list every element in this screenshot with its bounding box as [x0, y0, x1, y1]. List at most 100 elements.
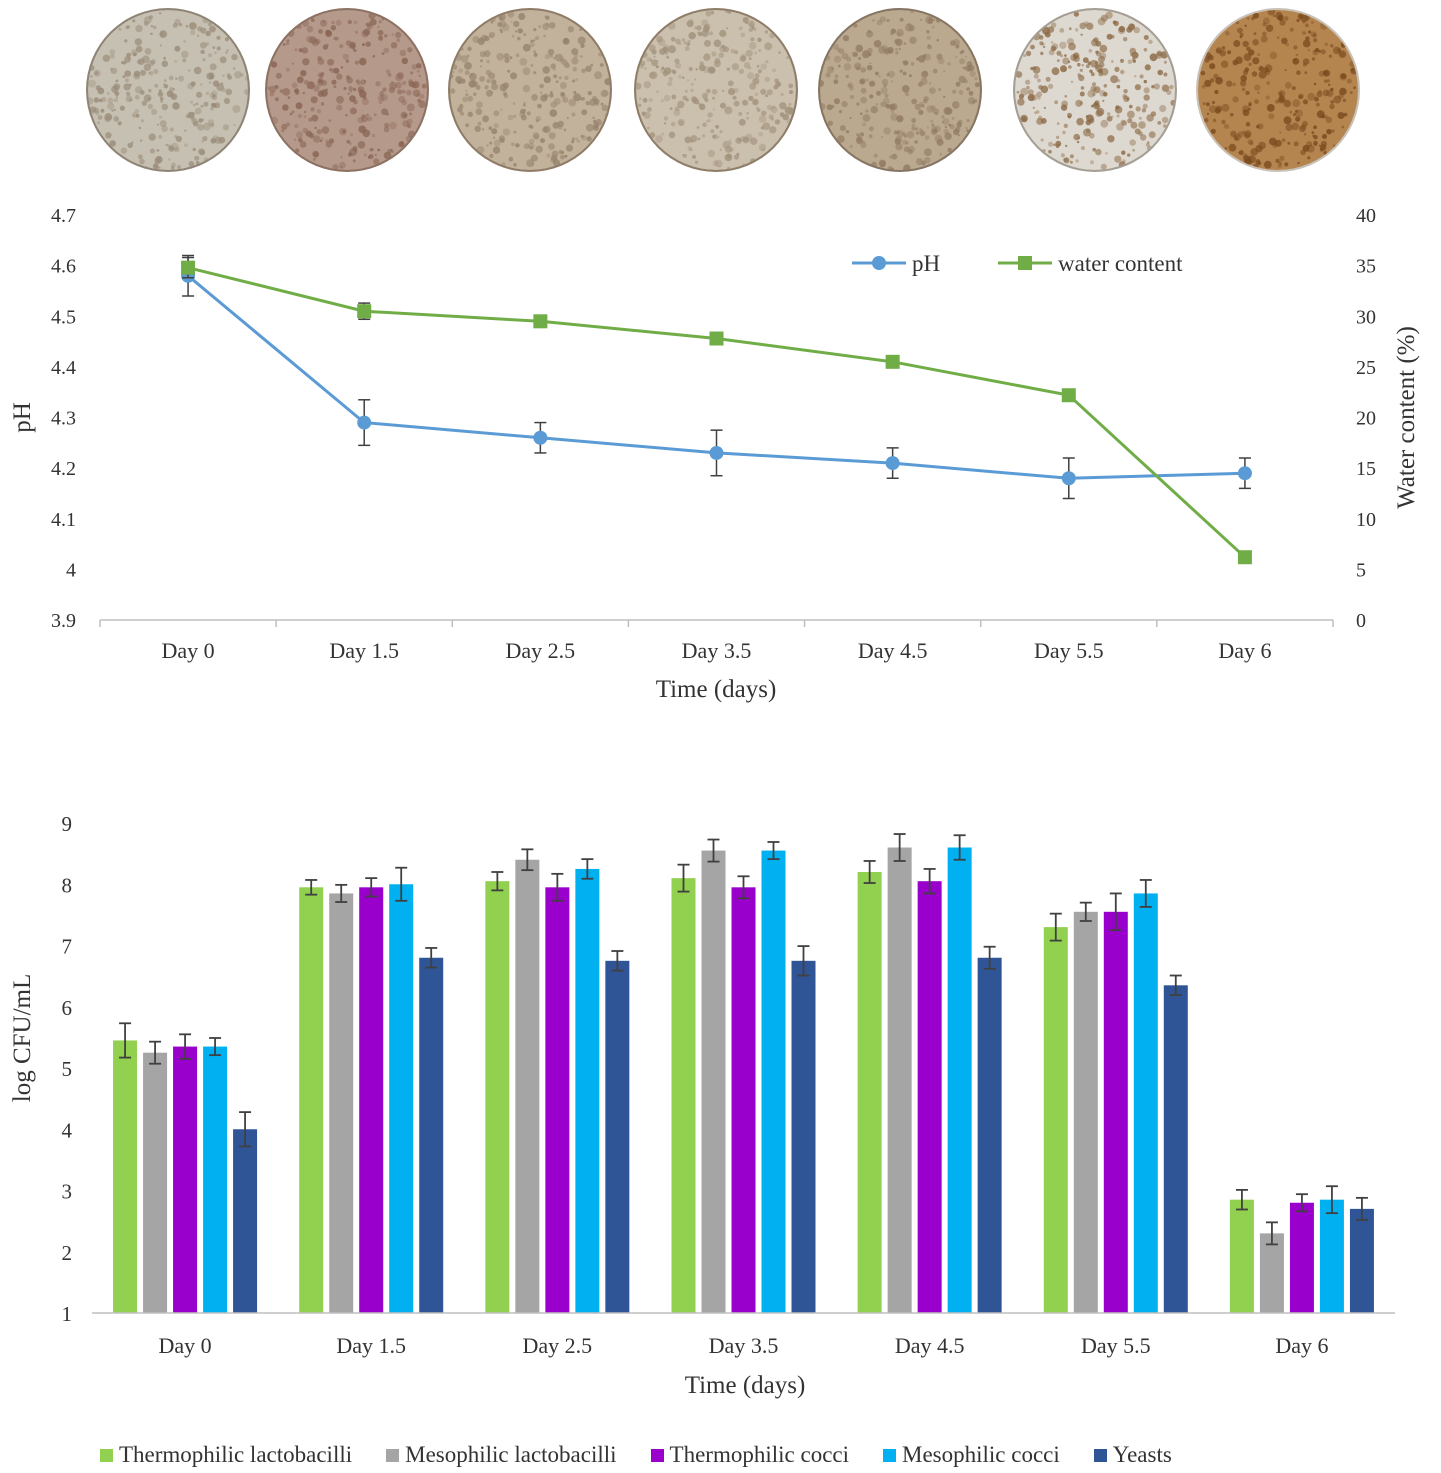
photo-speck: [473, 92, 477, 96]
photo-speck: [1166, 89, 1172, 95]
photo-speck: [866, 64, 873, 71]
bar: [1259, 1233, 1284, 1313]
photo-speck: [1307, 48, 1311, 52]
photo-speck: [207, 53, 213, 58]
photo-speck: [530, 39, 534, 43]
photo-speck: [1081, 63, 1085, 67]
photo-speck: [467, 95, 474, 102]
photo-speck: [170, 142, 179, 151]
photo-speck: [298, 48, 303, 53]
photo-speck: [363, 153, 367, 157]
photo-speck: [860, 141, 867, 149]
photo-speck: [1134, 75, 1137, 78]
photo-speck: [486, 144, 489, 147]
photo-speck: [1200, 70, 1206, 76]
photo-speck: [1305, 23, 1309, 28]
photo-speck: [562, 37, 570, 45]
photo-speck: [1208, 54, 1214, 61]
bar: [419, 957, 444, 1313]
photo-speck: [1265, 70, 1271, 76]
photo-speck: [1312, 134, 1316, 138]
bar: [761, 850, 786, 1313]
y-tick-label: 4: [62, 1118, 73, 1142]
photo-speck: [1221, 103, 1230, 112]
photo-speck: [1048, 141, 1054, 147]
photo-speck: [561, 151, 565, 154]
day-2-5-sample-photo: [448, 8, 612, 172]
x-tick-label: Day 0: [161, 638, 214, 663]
photo-speck: [873, 40, 882, 48]
photo-speck: [1239, 80, 1247, 87]
photo-speck: [1043, 106, 1046, 109]
photo-speck: [153, 69, 159, 74]
photo-speck: [464, 62, 472, 70]
photo-speck: [845, 74, 849, 79]
photo-speck: [148, 15, 153, 20]
photo-speck: [174, 146, 180, 153]
photo-speck: [148, 71, 151, 75]
photo-speck: [1023, 54, 1027, 57]
photo-speck: [482, 115, 489, 123]
photo-speck: [602, 89, 609, 97]
photo-speck: [639, 60, 646, 66]
photo-speck: [311, 114, 319, 122]
photo-speck: [281, 129, 284, 133]
photo-speck: [558, 76, 562, 80]
photo-speck: [540, 138, 545, 144]
bar: [545, 887, 570, 1313]
photo-speck: [182, 58, 187, 63]
photo-speck: [847, 82, 854, 89]
photo-speck: [889, 155, 893, 159]
photo-speck: [724, 145, 733, 153]
photo-speck: [336, 73, 343, 80]
photo-speck: [464, 70, 470, 76]
photo-speck: [726, 67, 730, 71]
photo-speck: [1329, 103, 1335, 110]
photo-speck: [682, 154, 685, 157]
photo-speck: [144, 48, 152, 55]
photo-speck: [205, 30, 211, 37]
photo-speck: [955, 81, 961, 87]
photo-speck: [707, 149, 716, 158]
photo-speck: [1131, 51, 1139, 59]
photo-speck: [919, 102, 924, 107]
photo-speck: [209, 25, 216, 33]
photo-speck: [1239, 32, 1244, 37]
photo-speck: [579, 28, 582, 31]
photo-speck: [1083, 128, 1091, 137]
photo-speck: [732, 95, 737, 100]
photo-speck: [202, 122, 211, 131]
y2-tick-label: 15: [1356, 458, 1376, 480]
photo-speck: [105, 132, 112, 139]
photo-speck: [705, 10, 712, 17]
photo-speck: [875, 71, 879, 76]
photo-speck: [122, 75, 126, 79]
photo-speck: [389, 121, 397, 130]
y2-tick-label: 30: [1356, 306, 1376, 328]
photo-speck: [406, 118, 413, 125]
photo-speck: [923, 148, 932, 157]
photo-speck: [150, 32, 153, 36]
y-tick-label: 4.6: [51, 256, 76, 278]
photo-speck: [220, 82, 224, 85]
photo-speck: [1283, 99, 1292, 108]
photo-speck: [1037, 96, 1041, 100]
photo-speck: [1341, 125, 1345, 129]
photo-speck: [656, 90, 659, 93]
photo-speck: [1073, 133, 1080, 141]
photo-speck: [124, 39, 128, 43]
photo-speck: [352, 159, 356, 163]
x-tick-label: Day 1.5: [336, 1333, 406, 1358]
photo-speck: [649, 58, 653, 62]
photo-speck: [1114, 155, 1122, 163]
photo-speck: [293, 138, 297, 141]
photo-speck: [1127, 153, 1131, 157]
photo-speck: [1214, 108, 1221, 114]
photo-speck: [1302, 99, 1309, 105]
photo-speck: [1127, 59, 1133, 65]
photo-speck: [354, 149, 358, 153]
photo-speck: [966, 118, 970, 123]
photo-speck: [1297, 161, 1300, 165]
photo-speck: [1148, 131, 1156, 139]
photo-speck: [211, 90, 218, 97]
